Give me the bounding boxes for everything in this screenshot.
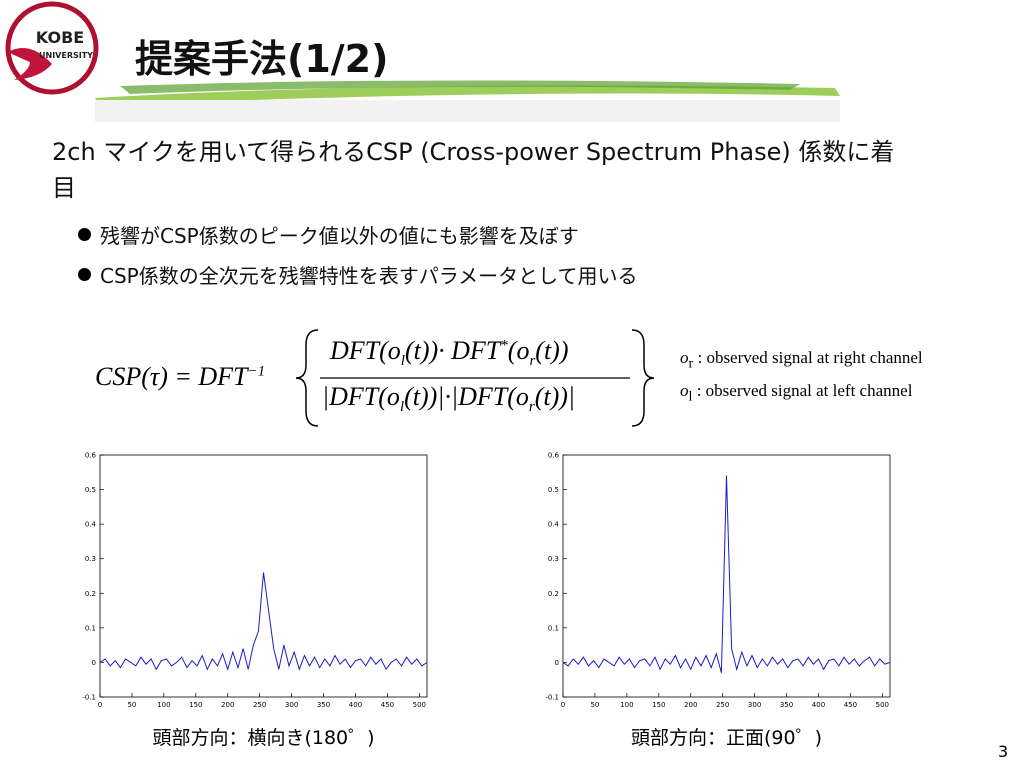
brush-stroke bbox=[95, 85, 840, 106]
x-tick-label: 0 bbox=[561, 701, 565, 709]
y-tick-label: 0 bbox=[555, 659, 559, 667]
formula-sub: l bbox=[399, 399, 405, 416]
x-tick-label: 0 bbox=[98, 701, 102, 709]
brush-stroke bbox=[120, 80, 800, 94]
y-tick-label: 0.3 bbox=[548, 555, 559, 563]
formula-text: (o bbox=[507, 336, 530, 365]
y-tick-label: 0.2 bbox=[85, 590, 96, 598]
symbol: o bbox=[680, 381, 689, 400]
formula-text: (t)) bbox=[535, 336, 569, 365]
bullet: 残響がCSP係数のピーク値以外の値にも影響を及ぼす bbox=[78, 220, 579, 249]
x-tick-label: 500 bbox=[876, 701, 889, 709]
y-tick-label: 0.4 bbox=[548, 521, 560, 529]
symbol-sub: r bbox=[688, 355, 694, 372]
x-tick-label: 450 bbox=[381, 701, 394, 709]
y-tick-label: 0.6 bbox=[85, 452, 97, 460]
symbol: o bbox=[680, 348, 689, 367]
formula-text: (t))· DFT bbox=[404, 336, 501, 365]
x-tick-label: 100 bbox=[620, 701, 633, 709]
formula-sup: * bbox=[500, 337, 508, 354]
y-tick-label: 0.5 bbox=[85, 486, 96, 494]
formula-sup: −1 bbox=[247, 363, 266, 380]
y-tick-label: 0.6 bbox=[548, 452, 560, 460]
bullet: CSP係数の全次元を残響特性を表すパラメータとして用いる bbox=[78, 260, 638, 289]
logo-mark bbox=[8, 48, 52, 80]
x-tick-label: 250 bbox=[716, 701, 729, 709]
shadow bbox=[95, 100, 840, 122]
logo-text: UNIVERSITY bbox=[39, 51, 93, 60]
y-tick-label: -0.1 bbox=[545, 694, 559, 702]
plot-area bbox=[562, 454, 891, 698]
legend-item: ol : observed signal at left channel bbox=[680, 381, 912, 405]
brace bbox=[631, 329, 655, 427]
x-tick-label: 350 bbox=[780, 701, 793, 709]
brace bbox=[295, 329, 319, 427]
y-tick-label: 0.1 bbox=[85, 624, 96, 632]
x-tick-label: 50 bbox=[127, 701, 136, 709]
x-tick-label: 150 bbox=[652, 701, 665, 709]
legend-text: : observed signal at right channel bbox=[693, 348, 923, 367]
x-tick-label: 100 bbox=[157, 701, 170, 709]
formula-sub: r bbox=[528, 399, 535, 416]
formula-sub: r bbox=[529, 353, 536, 370]
y-tick-label: -0.1 bbox=[82, 694, 96, 702]
page-number: 3 bbox=[998, 742, 1009, 761]
legend-text: : observed signal at left channel bbox=[692, 381, 913, 400]
x-tick-label: 200 bbox=[684, 701, 697, 709]
chart-caption: 頭部方向：横向き(180゜) bbox=[152, 727, 374, 749]
intro-text: 2ch マイクを用いて得られるCSP (Cross-power Spectrum… bbox=[52, 138, 895, 202]
x-tick-label: 300 bbox=[285, 701, 298, 709]
formula-text: (t))| bbox=[534, 382, 576, 411]
y-tick-label: 0.4 bbox=[85, 521, 97, 529]
formula-lhs: CSP(τ) = DFT−1 bbox=[95, 362, 265, 392]
formula-sub: l bbox=[400, 353, 405, 370]
symbol-sub: l bbox=[688, 388, 693, 405]
x-tick-label: 400 bbox=[349, 701, 362, 709]
x-tick-label: 250 bbox=[253, 701, 266, 709]
x-tick-label: 150 bbox=[189, 701, 202, 709]
x-tick-label: 450 bbox=[844, 701, 857, 709]
series-line bbox=[99, 572, 428, 671]
y-tick-label: 0.5 bbox=[548, 486, 559, 494]
formula-denominator: |DFT(ol(t))|·|DFT(or(t))| bbox=[322, 382, 575, 416]
y-tick-label: 0.1 bbox=[548, 624, 559, 632]
formula-text: CSP(τ) = DFT bbox=[95, 362, 248, 391]
x-tick-label: 500 bbox=[413, 701, 426, 709]
y-tick-label: 0.2 bbox=[548, 590, 559, 598]
series-line bbox=[562, 475, 891, 673]
logo-ring bbox=[5, 1, 99, 95]
y-tick-label: 0 bbox=[92, 659, 96, 667]
formula-text: |DFT(o bbox=[322, 382, 400, 411]
legend-item: or : observed signal at right channel bbox=[680, 348, 923, 372]
formula-text: DFT(o bbox=[330, 336, 401, 365]
x-tick-label: 50 bbox=[590, 701, 599, 709]
chart-caption: 頭部方向：正面(90゜) bbox=[631, 727, 822, 749]
x-tick-label: 400 bbox=[812, 701, 825, 709]
x-tick-label: 350 bbox=[317, 701, 330, 709]
x-tick-label: 300 bbox=[748, 701, 761, 709]
formula-text: (t))|·|DFT(o bbox=[404, 382, 529, 411]
slide-title: 提案手法(1/2) bbox=[135, 37, 389, 81]
y-tick-label: 0.3 bbox=[85, 555, 96, 563]
logo-text: KOBE bbox=[36, 28, 84, 47]
formula-numerator: DFT(ol(t))· DFT*(or(t)) bbox=[330, 336, 569, 370]
x-tick-label: 200 bbox=[221, 701, 234, 709]
